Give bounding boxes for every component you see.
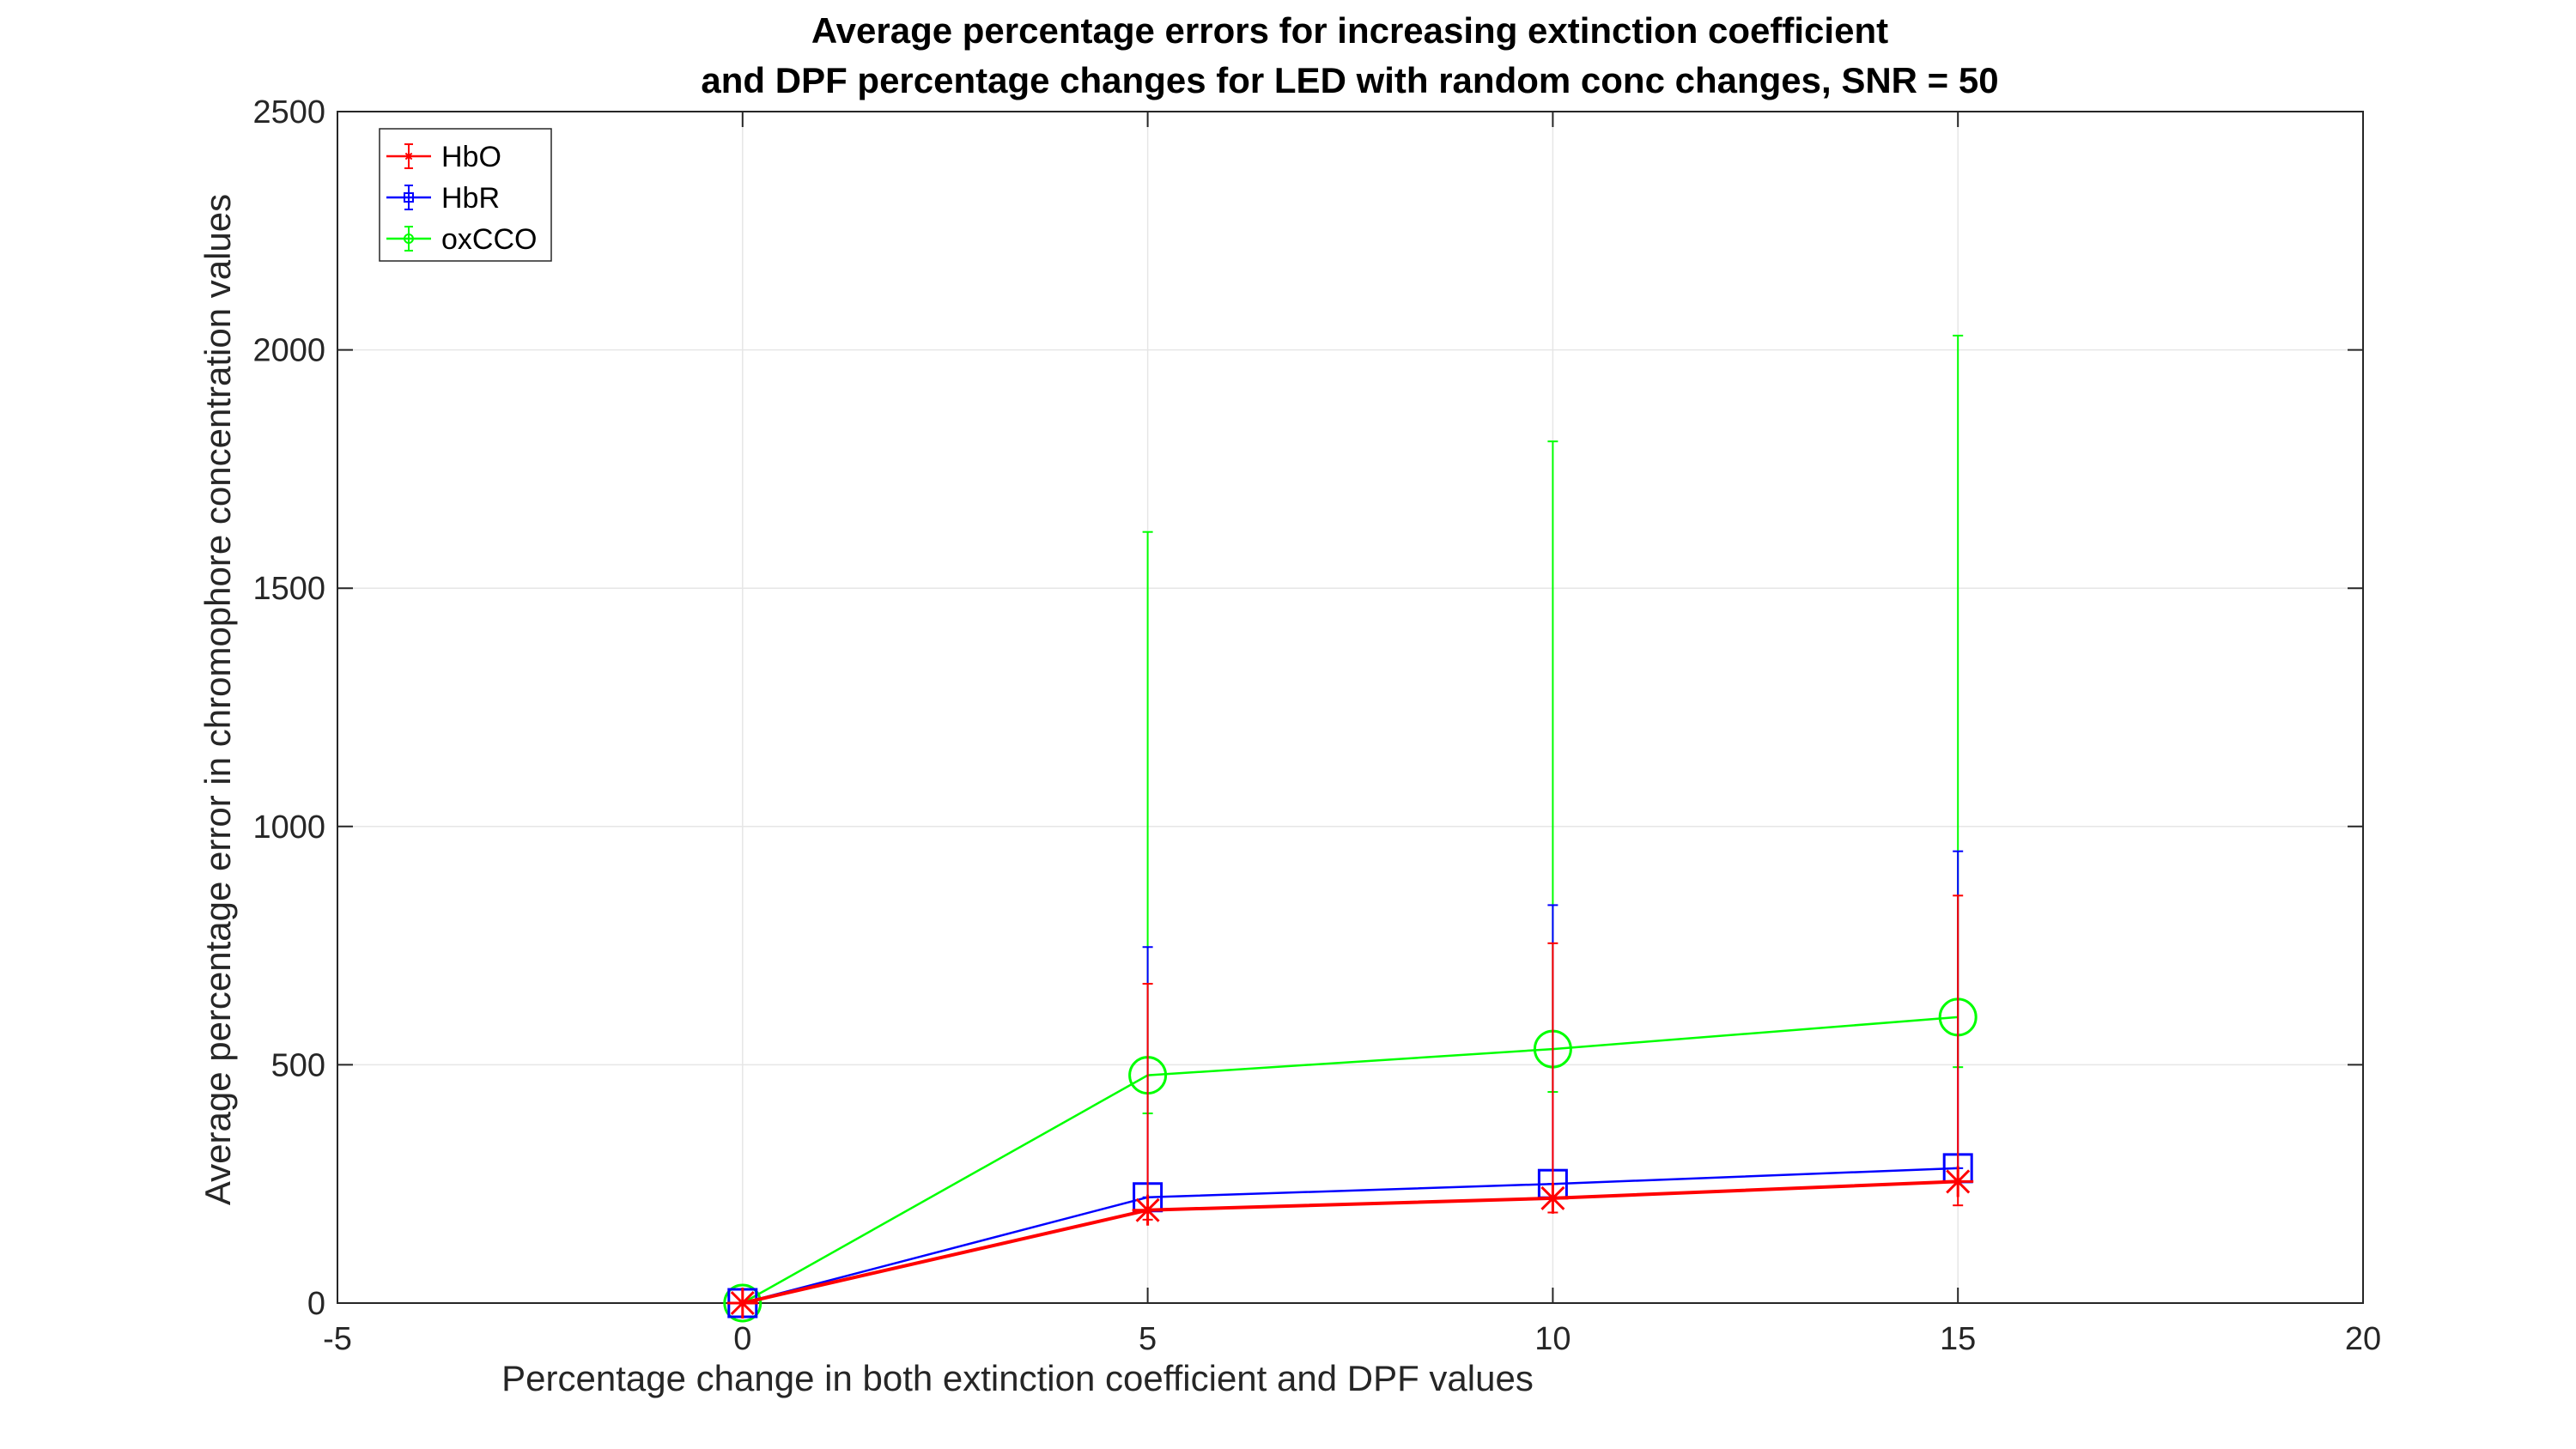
legend-item-hbo: HbO (386, 141, 501, 173)
data-point-square (404, 192, 414, 203)
y-tick-label: 0 (307, 1286, 325, 1322)
series-hbo (726, 894, 1974, 1319)
y-tick-label: 2500 (252, 94, 325, 130)
data-point-star (1537, 1182, 1569, 1214)
x-tick-label: 20 (2345, 1321, 2381, 1357)
chart-title-line-2: and DPF percentage changes for LED with … (701, 60, 1998, 100)
x-tick-label: 15 (1940, 1321, 1976, 1357)
x-tick-label: 0 (733, 1321, 751, 1357)
series-layer (723, 334, 1978, 1323)
data-point-star (726, 1288, 758, 1319)
legend-item-hbr: HbR (386, 182, 500, 215)
x-tick-label: -5 (323, 1321, 352, 1357)
data-point-circle (404, 233, 414, 244)
plot-area-frame (337, 111, 2364, 1304)
legend-label: HbR (441, 182, 500, 215)
series-line (742, 1016, 1959, 1305)
data-point-star (404, 152, 413, 161)
data-point-circle (723, 1283, 762, 1323)
y-tick-label: 1000 (252, 809, 325, 846)
x-tick-label: 10 (1534, 1321, 1571, 1357)
x-tick-label: 5 (1139, 1321, 1157, 1357)
legend-label: HbO (441, 141, 501, 173)
data-point-star (1942, 1166, 1974, 1197)
y-tick-label: 500 (271, 1047, 325, 1083)
legend-label: oxCCO (441, 223, 537, 256)
y-axis-label: Average percentage error in chromophore … (197, 194, 238, 1205)
data-point-star (1132, 1194, 1163, 1226)
y-tick-label: 2000 (252, 333, 325, 369)
x-axis-label: Percentage change in both extinction coe… (501, 1358, 1534, 1398)
series-line (742, 1167, 1959, 1305)
series-line (742, 1179, 1959, 1305)
legend: HbO HbR oxCCO (379, 128, 552, 262)
chart-title-line-1: Average percentage errors for increasing… (811, 10, 1888, 51)
legend-item-oxcco: oxCCO (386, 223, 537, 256)
y-tick-label: 1500 (252, 571, 325, 607)
